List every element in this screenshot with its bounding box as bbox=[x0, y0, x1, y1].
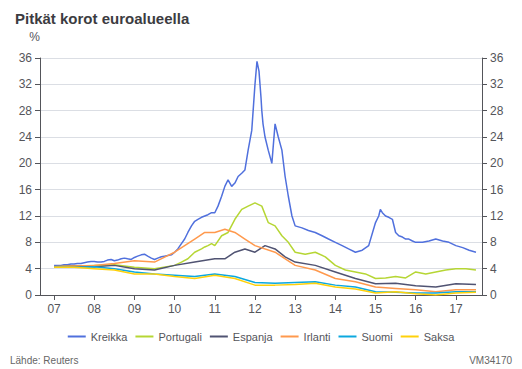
svg-text:Suomi: Suomi bbox=[361, 331, 392, 343]
svg-text:8: 8 bbox=[490, 235, 497, 249]
svg-text:8: 8 bbox=[25, 235, 32, 249]
svg-text:10: 10 bbox=[168, 302, 182, 316]
svg-text:32: 32 bbox=[19, 77, 33, 91]
svg-text:Pitkät korot euroalueella: Pitkät korot euroalueella bbox=[15, 10, 190, 27]
svg-text:4: 4 bbox=[25, 262, 32, 276]
svg-text:12: 12 bbox=[490, 209, 504, 223]
svg-text:15: 15 bbox=[369, 302, 383, 316]
svg-text:0: 0 bbox=[25, 288, 32, 302]
svg-text:09: 09 bbox=[128, 302, 142, 316]
svg-text:14: 14 bbox=[329, 302, 343, 316]
svg-text:VM34170: VM34170 bbox=[469, 355, 512, 366]
svg-text:%: % bbox=[29, 30, 40, 44]
svg-text:Saksa: Saksa bbox=[424, 331, 455, 343]
svg-text:32: 32 bbox=[490, 77, 504, 91]
svg-text:08: 08 bbox=[88, 302, 102, 316]
svg-text:4: 4 bbox=[490, 262, 497, 276]
svg-text:13: 13 bbox=[288, 302, 302, 316]
svg-text:20: 20 bbox=[490, 156, 504, 170]
svg-text:Lähde: Reuters: Lähde: Reuters bbox=[10, 355, 78, 366]
svg-text:24: 24 bbox=[490, 130, 504, 144]
svg-text:Portugali: Portugali bbox=[158, 331, 201, 343]
svg-text:Espanja: Espanja bbox=[233, 331, 274, 343]
svg-text:28: 28 bbox=[490, 104, 504, 118]
svg-text:16: 16 bbox=[409, 302, 423, 316]
svg-text:07: 07 bbox=[47, 302, 61, 316]
svg-text:11: 11 bbox=[209, 302, 222, 316]
svg-text:12: 12 bbox=[248, 302, 262, 316]
svg-text:12: 12 bbox=[19, 209, 33, 223]
svg-text:36: 36 bbox=[19, 51, 33, 65]
svg-text:Irlanti: Irlanti bbox=[304, 331, 331, 343]
svg-text:20: 20 bbox=[19, 156, 33, 170]
svg-text:16: 16 bbox=[490, 183, 504, 197]
svg-text:36: 36 bbox=[490, 51, 504, 65]
svg-text:28: 28 bbox=[19, 104, 33, 118]
svg-text:24: 24 bbox=[19, 130, 33, 144]
svg-text:Kreikka: Kreikka bbox=[91, 331, 129, 343]
svg-text:0: 0 bbox=[490, 288, 497, 302]
svg-text:17: 17 bbox=[449, 302, 463, 316]
svg-text:16: 16 bbox=[19, 183, 33, 197]
